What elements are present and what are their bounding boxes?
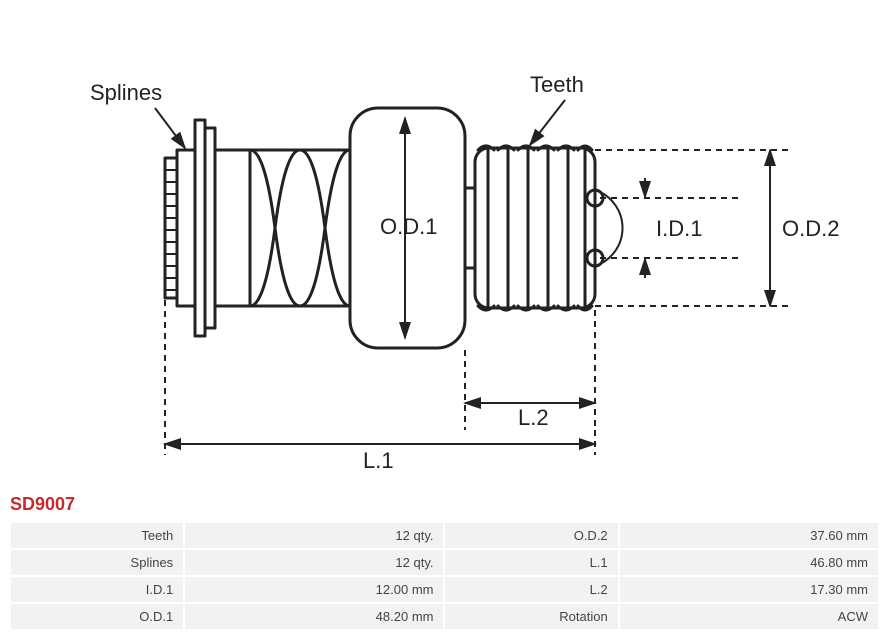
- spec-label: Rotation: [445, 604, 617, 629]
- label-id1: I.D.1: [656, 216, 702, 241]
- spec-value: 12.00 mm: [185, 577, 443, 602]
- spec-value: 12 qty.: [185, 550, 443, 575]
- spec-table: Teeth12 qty.O.D.237.60 mmSplines12 qty.L…: [9, 521, 880, 631]
- spec-label: I.D.1: [11, 577, 183, 602]
- spec-value: 46.80 mm: [620, 550, 878, 575]
- label-od1: O.D.1: [380, 214, 437, 239]
- spec-label: O.D.2: [445, 523, 617, 548]
- spec-label: Splines: [11, 550, 183, 575]
- spec-value: 17.30 mm: [620, 577, 878, 602]
- label-l1: L.1: [363, 448, 394, 473]
- table-row: O.D.148.20 mmRotationACW: [11, 604, 878, 629]
- spec-label: O.D.1: [11, 604, 183, 629]
- spec-label: L.1: [445, 550, 617, 575]
- spec-value: 12 qty.: [185, 523, 443, 548]
- part-number: SD9007: [0, 490, 889, 521]
- label-teeth: Teeth: [530, 72, 584, 97]
- spec-label: L.2: [445, 577, 617, 602]
- table-row: I.D.112.00 mmL.217.30 mm: [11, 577, 878, 602]
- table-row: Teeth12 qty.O.D.237.60 mm: [11, 523, 878, 548]
- spec-label: Teeth: [11, 523, 183, 548]
- label-od2: O.D.2: [782, 216, 839, 241]
- spec-value: 37.60 mm: [620, 523, 878, 548]
- table-row: Splines12 qty.L.146.80 mm: [11, 550, 878, 575]
- label-splines: Splines: [90, 80, 162, 105]
- spec-value: ACW: [620, 604, 878, 629]
- label-l2: L.2: [518, 405, 549, 430]
- technical-diagram: Splines Teeth O.D.1 I.D.1 O.D.2 L.2 L.1: [0, 0, 889, 490]
- spec-value: 48.20 mm: [185, 604, 443, 629]
